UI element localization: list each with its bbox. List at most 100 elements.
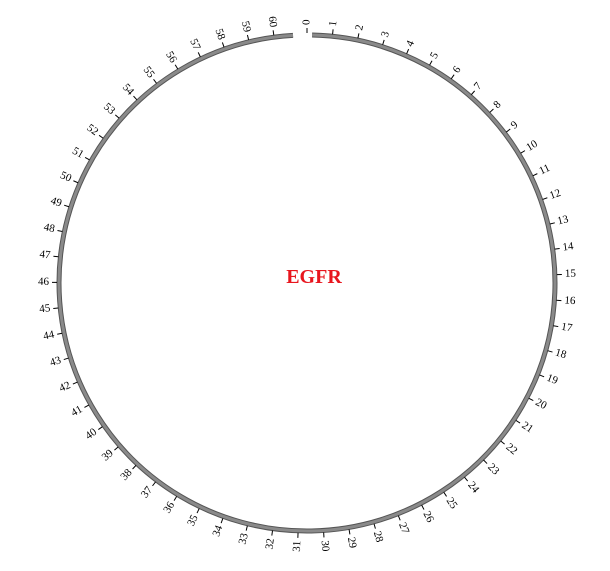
tick-label: 16 <box>564 294 576 307</box>
tick-label: 17 <box>560 321 573 335</box>
tick-mark <box>221 42 225 48</box>
tick-label: 33 <box>237 532 251 546</box>
tick-mark <box>53 255 59 258</box>
tick-mark <box>57 229 63 232</box>
tick-mark <box>133 95 138 101</box>
tick-label: 35 <box>185 513 201 529</box>
tick-label: 12 <box>548 187 562 202</box>
tick-mark <box>173 496 178 501</box>
tick-label: 10 <box>524 138 540 154</box>
tick-mark <box>470 90 476 95</box>
tick-mark <box>357 33 360 39</box>
circular-backbone <box>56 32 558 534</box>
tick-label: 39 <box>100 447 117 464</box>
tick-mark <box>246 34 250 41</box>
tick-mark <box>84 404 90 408</box>
tick-mark <box>72 381 78 385</box>
tick-label: 58 <box>213 27 228 42</box>
tick-mark <box>153 79 157 84</box>
backbone-fill <box>57 33 557 533</box>
tick-mark <box>64 204 70 208</box>
tick-mark <box>489 108 494 113</box>
tick-mark <box>197 52 201 58</box>
tick-label: 19 <box>545 372 560 387</box>
tick-mark <box>515 419 521 424</box>
tick-mark <box>532 173 538 177</box>
tick-mark <box>245 525 248 531</box>
tick-mark <box>528 397 534 402</box>
tick-mark <box>196 508 200 514</box>
tick-mark <box>547 350 553 353</box>
tick-mark <box>271 530 274 536</box>
tick-label: 32 <box>263 538 276 551</box>
tick-label: 46 <box>38 276 50 288</box>
tick-mark <box>272 30 275 36</box>
tick-label: 25 <box>444 495 460 511</box>
tick-label: 3 <box>379 29 392 38</box>
tick-label: 15 <box>565 268 577 280</box>
tick-mark <box>174 64 179 70</box>
tick-mark <box>332 29 334 35</box>
tick-label: 9 <box>509 118 521 131</box>
tick-label: 7 <box>472 80 485 92</box>
tick-label: 60 <box>266 16 279 29</box>
tick-mark <box>220 518 224 524</box>
tick-mark <box>554 247 560 250</box>
tick-label: 55 <box>141 64 158 80</box>
tick-label: 13 <box>556 213 570 227</box>
tick-marks <box>51 28 562 538</box>
tick-mark <box>483 459 488 464</box>
tick-mark <box>464 476 469 482</box>
tick-label: 24 <box>465 479 482 495</box>
tick-label: 27 <box>396 521 411 536</box>
tick-label: 30 <box>319 540 332 552</box>
tick-label: 14 <box>562 240 575 253</box>
tick-mark <box>549 222 555 225</box>
tick-label: 53 <box>101 101 118 118</box>
tick-label: 21 <box>520 419 536 435</box>
tick-mark <box>505 128 511 133</box>
tick-mark <box>429 60 433 66</box>
tick-label: 22 <box>503 441 519 457</box>
tick-mark <box>421 504 425 510</box>
tick-label: 59 <box>239 20 253 34</box>
tick-label: 51 <box>70 145 85 161</box>
tick-label: 48 <box>43 221 57 235</box>
tick-label: 34 <box>210 523 225 538</box>
tick-label: 57 <box>187 37 203 53</box>
tick-label: 1 <box>327 20 339 27</box>
tick-label: 2 <box>353 24 366 32</box>
tick-label: 37 <box>139 484 156 500</box>
tick-mark <box>397 515 401 521</box>
tick-label: 28 <box>371 530 386 544</box>
tick-label: 50 <box>58 169 73 185</box>
tick-label: 42 <box>57 379 72 394</box>
tick-label: 11 <box>537 162 552 177</box>
tick-label: 52 <box>84 122 100 138</box>
tick-label: 45 <box>39 302 52 315</box>
tick-mark <box>382 39 385 45</box>
tick-label: 18 <box>554 347 568 362</box>
tick-mark <box>57 332 63 335</box>
tick-mark <box>84 156 90 161</box>
tick-mark <box>132 465 137 470</box>
tick-mark <box>98 134 104 139</box>
tick-label: 49 <box>49 195 64 210</box>
tick-label: 36 <box>161 499 177 515</box>
tick-label: 29 <box>345 536 359 549</box>
tick-label: 56 <box>163 49 179 65</box>
tick-label: 5 <box>428 50 441 61</box>
tick-mark <box>450 74 455 80</box>
tick-label: 47 <box>39 248 52 261</box>
tick-mark <box>98 426 103 430</box>
tick-label: 26 <box>420 509 436 525</box>
tick-mark <box>373 523 376 529</box>
tick-mark <box>500 440 505 445</box>
tick-label: 4 <box>404 38 417 48</box>
tick-label: 31 <box>291 541 303 552</box>
tick-mark <box>152 481 156 487</box>
tick-label: 23 <box>485 461 502 478</box>
tick-mark <box>553 325 559 328</box>
tick-mark <box>63 357 69 361</box>
